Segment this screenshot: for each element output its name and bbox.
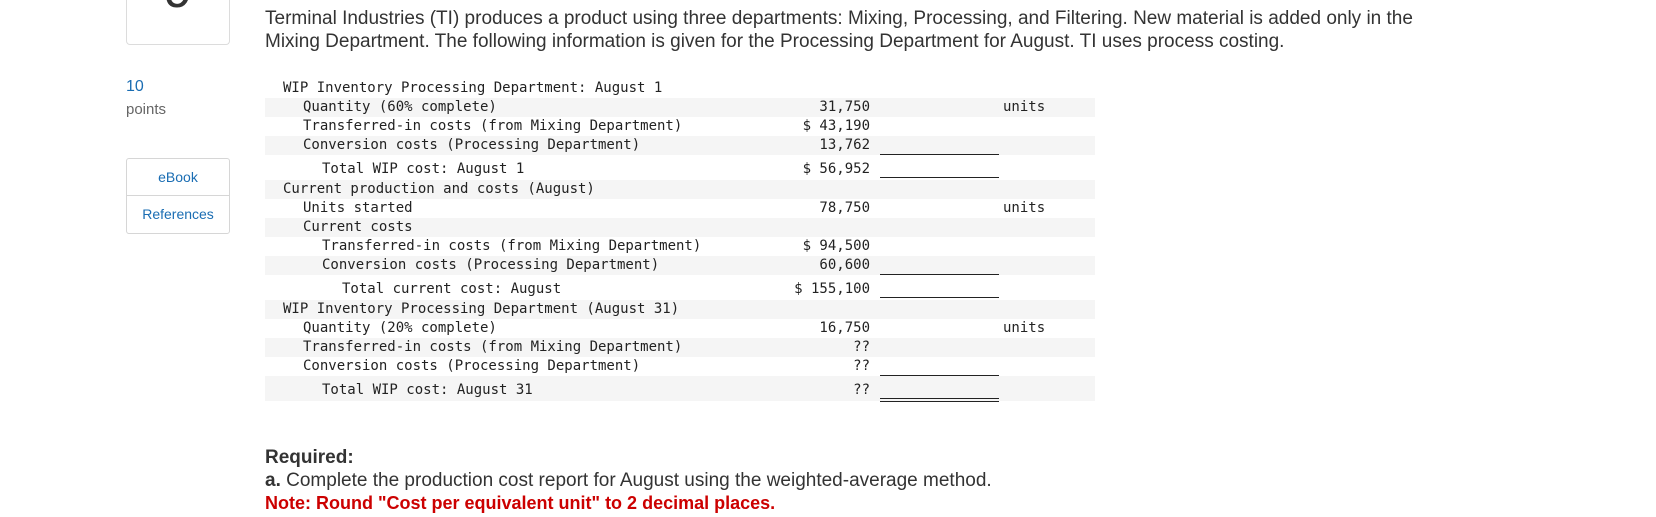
table-row: Current production and costs (August) xyxy=(265,180,1095,199)
table-row: Conversion costs (Processing Department)… xyxy=(265,357,1095,376)
row-label: Current production and costs (August) xyxy=(283,181,595,197)
row-label: WIP Inventory Processing Department: Aug… xyxy=(283,80,663,96)
row-label: Total current cost: August xyxy=(342,281,562,297)
row-label: Conversion costs (Processing Department) xyxy=(303,137,641,153)
row-label: Current costs xyxy=(303,219,413,235)
row-value: ?? xyxy=(853,339,870,355)
rounding-note: Note: Round "Cost per equivalent unit" t… xyxy=(265,493,776,513)
row-label: Quantity (20% complete) xyxy=(303,320,497,336)
row-label: Units started xyxy=(303,200,413,216)
question-number: 9 xyxy=(127,0,229,20)
row-label: Total WIP cost: August 1 xyxy=(322,161,525,177)
question-intro: Terminal Industries (TI) produces a prod… xyxy=(265,8,1413,52)
part-a-text: Complete the production cost report for … xyxy=(286,470,992,491)
table-row: Conversion costs (Processing Department)… xyxy=(265,136,1095,155)
question-number-box: 9 xyxy=(126,0,230,45)
cost-data-table: WIP Inventory Processing Department: Aug… xyxy=(265,79,1095,402)
row-value: 13,762 xyxy=(819,137,870,153)
ebook-button[interactable]: eBook xyxy=(158,169,198,185)
table-row: Quantity (20% complete) 16,750 units xyxy=(265,319,1095,338)
row-label: Transferred-in costs (from Mixing Depart… xyxy=(303,118,683,134)
required-heading: Required: xyxy=(265,447,354,468)
table-row: WIP Inventory Processing Department (Aug… xyxy=(265,300,1095,319)
table-row: Total current cost: August $ 155,100 xyxy=(265,275,1095,301)
row-unit: units xyxy=(1003,320,1046,336)
row-label: Transferred-in costs (from Mixing Depart… xyxy=(303,339,683,355)
row-value: ?? xyxy=(853,358,870,374)
row-label: Quantity (60% complete) xyxy=(303,99,497,115)
row-value: 31,750 xyxy=(819,99,870,115)
row-value: $ 43,190 xyxy=(802,118,870,134)
row-value: ?? xyxy=(853,382,870,398)
table-row: Current costs xyxy=(265,218,1095,237)
table-row: Transferred-in costs (from Mixing Depart… xyxy=(265,338,1095,357)
points-value: 10 xyxy=(126,78,144,95)
row-label: Conversion costs (Processing Department) xyxy=(303,358,641,374)
table-row: WIP Inventory Processing Department: Aug… xyxy=(265,79,1095,98)
row-label: Conversion costs (Processing Department) xyxy=(322,257,660,273)
row-value: 16,750 xyxy=(819,320,870,336)
table-row: Units started 78,750 units xyxy=(265,199,1095,218)
row-label: Total WIP cost: August 31 xyxy=(322,382,533,398)
single-underline xyxy=(880,375,999,376)
row-label: Transferred-in costs (from Mixing Depart… xyxy=(322,238,702,254)
required-part-a: a. Complete the production cost report f… xyxy=(265,470,992,492)
table-row: Transferred-in costs (from Mixing Depart… xyxy=(265,117,1095,136)
resource-buttons: eBook References xyxy=(126,158,230,234)
table-row: Conversion costs (Processing Department)… xyxy=(265,256,1095,275)
row-unit: units xyxy=(1003,99,1046,115)
table-row: Total WIP cost: August 31 ?? xyxy=(265,376,1095,402)
table-row: Quantity (60% complete) 31,750 units xyxy=(265,98,1095,117)
row-label: WIP Inventory Processing Department (Aug… xyxy=(283,301,680,317)
single-underline xyxy=(880,154,999,155)
row-value: $ 56,952 xyxy=(802,161,870,177)
row-unit: units xyxy=(1003,200,1046,216)
double-underline xyxy=(880,398,999,402)
part-a-prefix: a. xyxy=(265,470,281,491)
row-value: 60,600 xyxy=(819,257,870,273)
row-value: $ 94,500 xyxy=(802,238,870,254)
points-label: points xyxy=(126,101,167,118)
table-row: Total WIP cost: August 1 $ 56,952 xyxy=(265,155,1095,181)
table-row: Transferred-in costs (from Mixing Depart… xyxy=(265,237,1095,256)
references-button[interactable]: References xyxy=(127,195,229,232)
row-value: 78,750 xyxy=(819,200,870,216)
single-underline xyxy=(880,274,999,275)
row-value: $ 155,100 xyxy=(794,281,870,297)
